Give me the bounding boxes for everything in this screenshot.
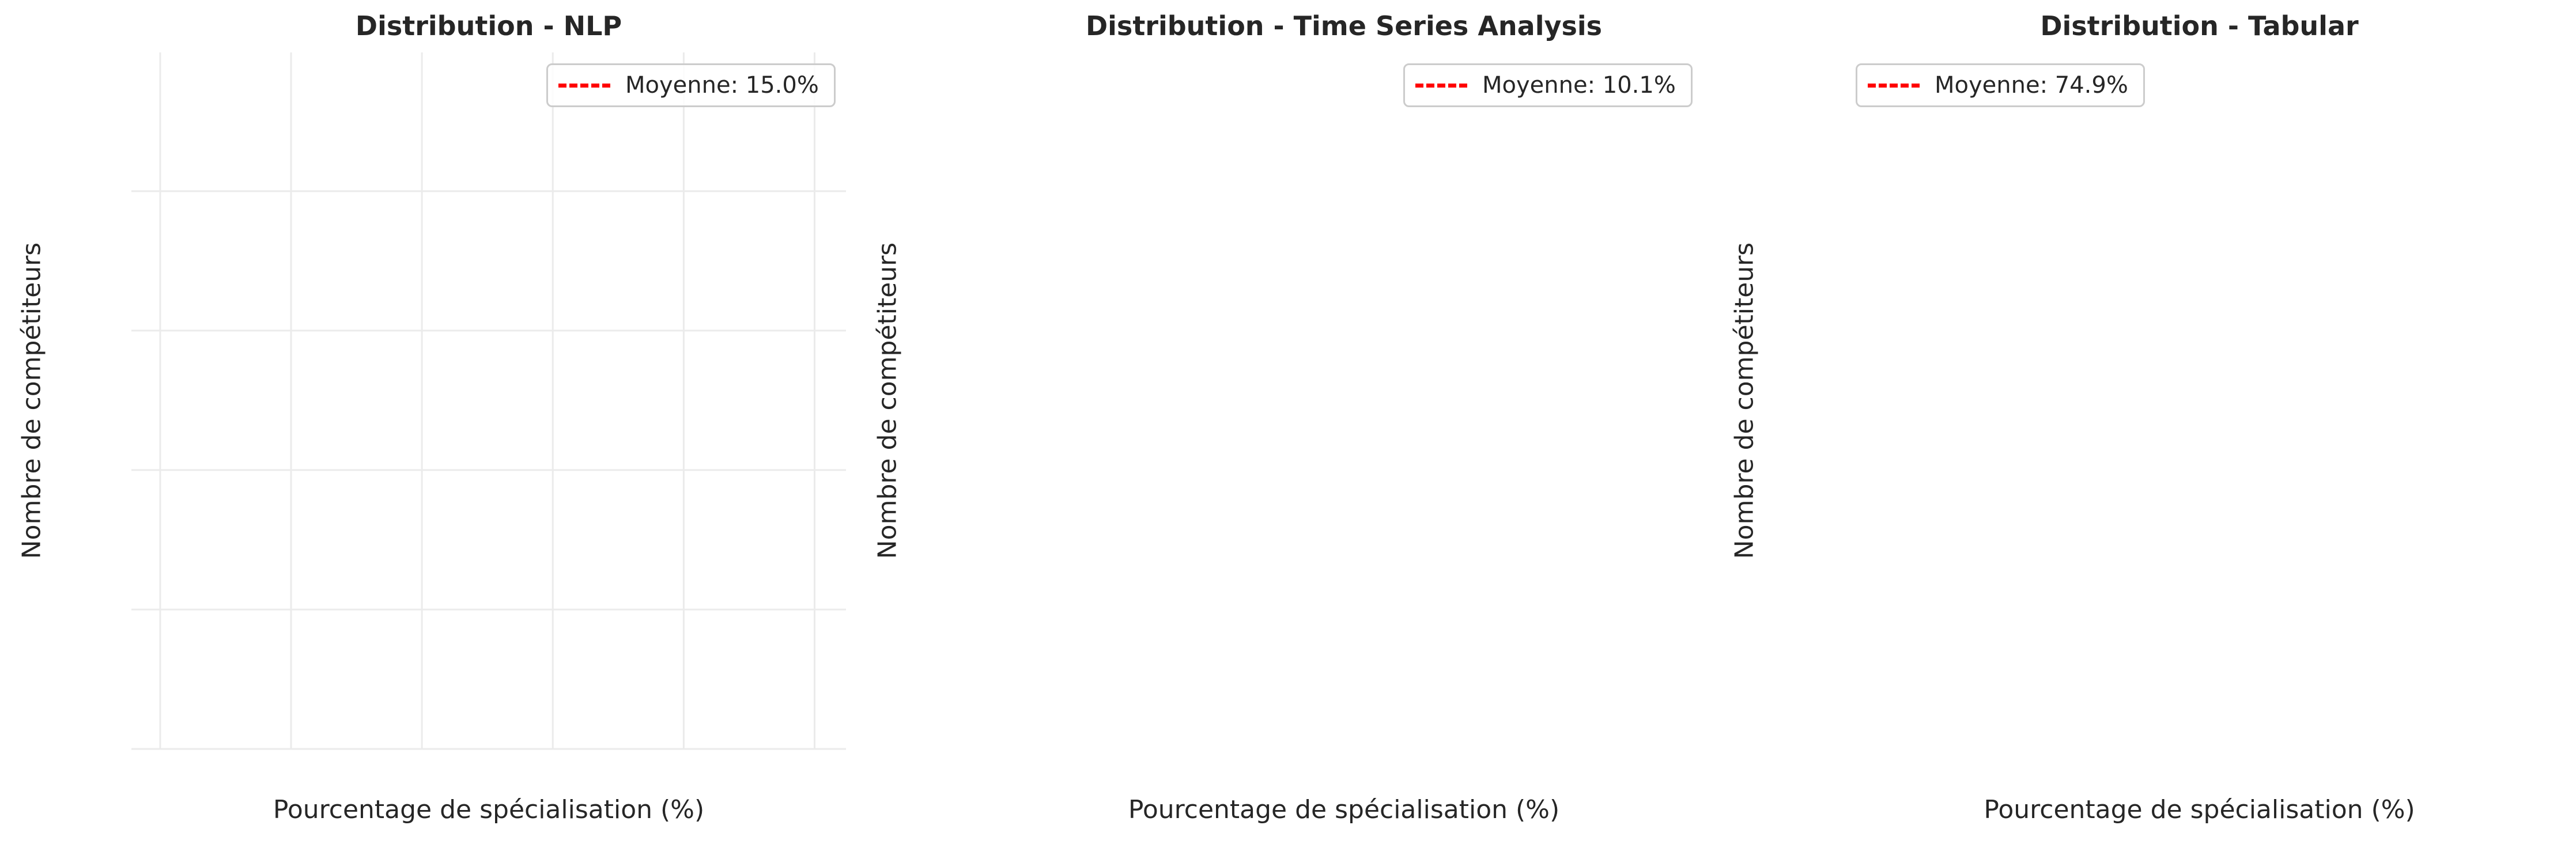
legend: Moyenne: 15.0% [546,63,836,107]
dashed-line-icon [1868,83,1920,88]
chart-panel-nlp: Distribution - NLP Nombre de compétiteur… [0,0,859,844]
y-axis-label: Nombre de compétiteurs [1729,242,1759,559]
chart-title: Distribution - Tabular [2040,10,2359,41]
x-axis-label: Pourcentage de spécialisation (%) [273,795,705,824]
x-axis-label: Pourcentage de spécialisation (%) [1984,795,2415,824]
histogram-plot [131,52,846,750]
legend-label: Moyenne: 15.0% [625,72,819,99]
dashed-line-icon [1415,83,1467,88]
chart-title: Distribution - Time Series Analysis [1085,10,1602,41]
chart-title: Distribution - NLP [355,10,622,41]
x-axis-label: Pourcentage de spécialisation (%) [1128,795,1560,824]
legend-label: Moyenne: 74.9% [1935,72,2128,99]
legend: Moyenne: 10.1% [1403,63,1693,107]
dashed-line-icon [558,83,610,88]
legend-label: Moyenne: 10.1% [1482,72,1676,99]
chart-panel-time-series: Distribution - Time Series Analysis Nomb… [873,10,1693,824]
legend: Moyenne: 74.9% [1856,63,2145,107]
